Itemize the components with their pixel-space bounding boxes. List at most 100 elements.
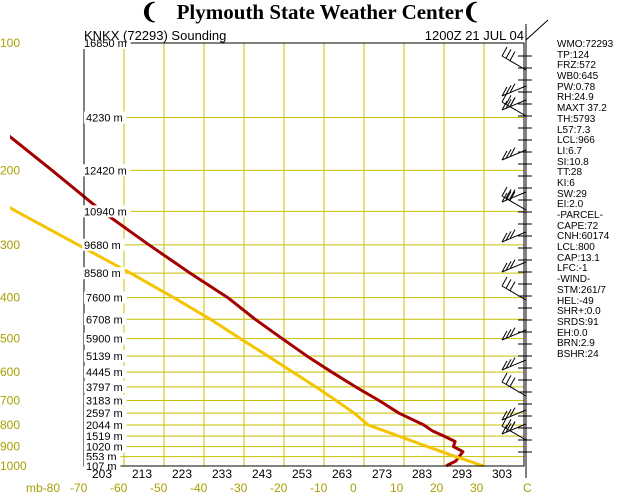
wind-barb-flag xyxy=(505,149,512,159)
theta-tick-label: 263 xyxy=(332,467,352,481)
height-label: 1519 m xyxy=(86,431,123,443)
pressure-tick-label: 900 xyxy=(0,440,20,454)
wind-barb-flag xyxy=(501,186,508,197)
temperature-units-label: C xyxy=(523,481,532,495)
wind-barb-flag xyxy=(509,357,516,367)
wind-barb-flag xyxy=(509,407,516,417)
wind-barb-flag xyxy=(505,95,512,105)
time-label: 1200Z 21 JUL 04 xyxy=(425,28,524,43)
wind-barb-flag xyxy=(501,416,508,427)
sounding-index: WMO:72293 xyxy=(557,39,614,50)
height-label: 3797 m xyxy=(86,382,123,394)
wind-barb-flag xyxy=(505,375,512,385)
sounding-index: LCL:966 xyxy=(557,135,595,147)
wind-barb-flag xyxy=(509,229,516,239)
sounding-index: -PARCEL- xyxy=(557,210,603,221)
height-label: 5139 m xyxy=(86,351,123,363)
temperature-tick-label: -10 xyxy=(310,481,328,495)
wind-barb-flag xyxy=(501,150,508,161)
sounding-index: FRZ:572 xyxy=(557,60,596,72)
sounding-index: CNH:60174 xyxy=(557,231,610,243)
wind-barb-flag xyxy=(509,327,516,337)
sounding-index: TP:124 xyxy=(557,49,590,61)
height-label: 9680 m xyxy=(84,240,121,252)
sounding-index: BSHR:24 xyxy=(557,348,599,360)
sounding-index: TH:5793 xyxy=(557,113,596,125)
pressure-tick-label: 500 xyxy=(0,332,20,346)
theta-tick-label: 273 xyxy=(372,467,392,481)
height-label: 3183 m xyxy=(86,395,123,407)
wind-barb-flag xyxy=(501,372,508,383)
sounding-index: EI:2.0 xyxy=(557,199,584,211)
chart-grid xyxy=(83,42,525,467)
height-label: 7600 m xyxy=(86,293,123,305)
chart-frame xyxy=(83,42,525,467)
height-label: 4230 m xyxy=(86,112,123,124)
theta-tick-label: 283 xyxy=(412,467,432,481)
theta-tick-label: 303 xyxy=(492,467,512,481)
temperature-tick-label: -50 xyxy=(150,481,168,495)
height-label: 10940 m xyxy=(84,206,127,218)
plot-frame xyxy=(83,42,525,467)
chart-series xyxy=(10,134,484,468)
sounding-index: SRDS:91 xyxy=(557,316,599,328)
wind-barbs xyxy=(501,19,549,478)
wind-barb-flag xyxy=(505,409,512,419)
sounding-index: SHR+:0.0 xyxy=(557,306,601,318)
height-label: 8580 m xyxy=(84,268,121,280)
wind-barb-flag xyxy=(505,423,512,433)
temperature-tick-label: -40 xyxy=(190,481,208,495)
pressure-tick-label: 200 xyxy=(0,163,20,177)
wind-barb-flag xyxy=(509,421,516,431)
wind-barb-flag xyxy=(505,49,512,59)
pressure-tick-label: 600 xyxy=(0,365,20,379)
sounding-index: LI:6.7 xyxy=(557,145,583,157)
wind-barb-flag xyxy=(505,329,512,339)
wind-barb-flag xyxy=(509,259,516,269)
sounding-index: BRN:2.9 xyxy=(557,338,595,350)
pressure-tick-label: 1000 xyxy=(0,459,27,473)
sounding-index: TT:28 xyxy=(557,167,583,179)
wind-barb xyxy=(501,231,527,243)
wind-barb-flag xyxy=(509,83,516,93)
temperature-tick-label: 10 xyxy=(390,481,404,495)
wind-barb-flag xyxy=(501,360,508,371)
dewpoint-trace xyxy=(10,206,484,468)
wind-barb-flag xyxy=(509,191,516,201)
sounding-index: CAPE:72 xyxy=(557,220,599,232)
sounding-index: SI:10.8 xyxy=(557,156,589,168)
height-label: 2597 m xyxy=(86,408,123,420)
wind-barb-flag xyxy=(509,51,516,61)
station-label: KNKX (72293) Sounding xyxy=(84,28,226,43)
temperature-tick-label: -70 xyxy=(70,481,88,495)
right-logo-icon: ❨ xyxy=(462,0,481,24)
wind-barb-flag xyxy=(501,424,508,435)
wind-barb-flag xyxy=(505,261,512,271)
wind-barb-flag xyxy=(509,97,516,107)
sounding-index: L57:7.3 xyxy=(557,124,591,136)
wind-barb-flag xyxy=(505,231,512,241)
temperature-tick-label: -60 xyxy=(110,481,128,495)
sounding-index: EH:0.0 xyxy=(557,327,588,339)
height-label: 5900 m xyxy=(86,334,123,346)
wind-barb-flag xyxy=(505,419,512,429)
wind-barb-flag xyxy=(501,92,508,103)
wind-barb-flag xyxy=(505,99,512,109)
sounding-index: WB0:645 xyxy=(557,71,599,83)
left-logo-icon: ❨ xyxy=(140,0,159,24)
sounding-index: SW:29 xyxy=(557,188,587,200)
temperature-tick-label: mb-80 xyxy=(26,481,60,495)
wind-barb-flag xyxy=(501,410,508,421)
sounding-index: MAXT 37.2 xyxy=(557,103,607,115)
pressure-tick-label: 800 xyxy=(0,418,20,432)
page-header: ❨ Plymouth State Weather Center ❨ xyxy=(0,0,640,26)
sounding-index: LFC:-1 xyxy=(557,263,588,275)
wind-barb-flag xyxy=(501,100,508,111)
wind-barb-flag xyxy=(501,46,508,57)
pressure-tick-label: 100 xyxy=(0,36,20,50)
wind-barb xyxy=(501,149,527,161)
wind-barb-flag xyxy=(505,189,512,199)
height-label: 107 m xyxy=(86,461,117,473)
wind-barb-flag xyxy=(505,359,512,369)
